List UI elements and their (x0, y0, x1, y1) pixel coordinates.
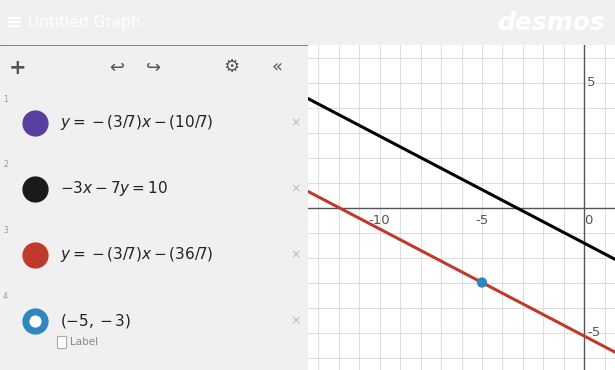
Text: ↪: ↪ (146, 58, 162, 77)
Text: ×: × (291, 182, 301, 195)
Point (30, 317, 40, 323)
Text: ×: × (291, 117, 301, 130)
Text: $y = -(3/7)x - (10/7)$: $y = -(3/7)x - (10/7)$ (60, 114, 213, 132)
Point (30, 317, 40, 323)
Text: Label: Label (70, 337, 98, 347)
Text: 0: 0 (584, 214, 593, 227)
Text: 5: 5 (587, 76, 596, 89)
Point (30, 252, 40, 258)
Text: ×: × (291, 314, 301, 327)
Text: $-3x - 7y = 10$: $-3x - 7y = 10$ (60, 179, 168, 198)
Text: ↩: ↩ (109, 58, 125, 77)
Text: 3: 3 (3, 226, 8, 235)
Text: -5: -5 (587, 326, 601, 339)
Text: desmos: desmos (498, 10, 605, 34)
Text: $(-5, -3)$: $(-5, -3)$ (60, 312, 131, 330)
Text: ×: × (291, 248, 301, 261)
Text: -10: -10 (369, 214, 391, 227)
Text: Untitled Graph: Untitled Graph (28, 15, 140, 30)
Text: 1: 1 (3, 95, 8, 104)
Text: «: « (272, 58, 283, 77)
FancyBboxPatch shape (57, 336, 66, 348)
Point (30, 120, 40, 126)
Text: ⚙: ⚙ (223, 58, 239, 77)
Text: -5: -5 (475, 214, 488, 227)
Text: 2: 2 (3, 161, 8, 169)
Point (477, 280, 487, 286)
Text: 4: 4 (3, 292, 8, 301)
Point (30, 186, 40, 192)
Text: $y = -(3/7)x - (36/7)$: $y = -(3/7)x - (36/7)$ (60, 245, 213, 264)
Text: ≡: ≡ (6, 13, 22, 32)
Text: +: + (9, 57, 27, 77)
